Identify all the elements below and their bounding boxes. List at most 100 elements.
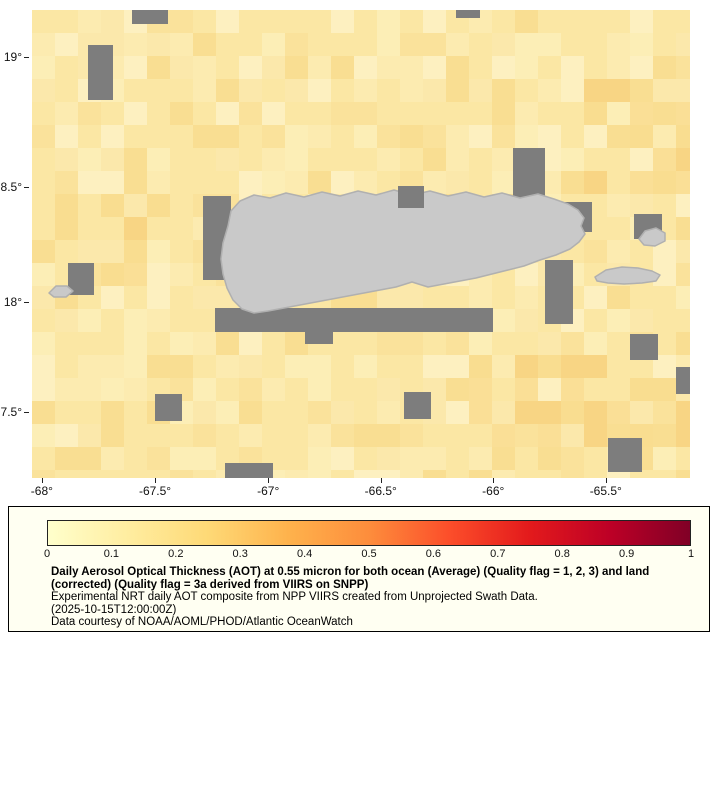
- ocean-cell: [32, 447, 55, 470]
- ocean-cell: [561, 79, 584, 102]
- ocean-cell: [262, 424, 285, 447]
- ocean-cell: [423, 56, 446, 79]
- ocean-cell: [78, 10, 101, 33]
- ocean-cell: [676, 33, 690, 56]
- ocean-cell: [377, 33, 400, 56]
- ocean-cell: [147, 79, 170, 102]
- ocean-cell: [101, 378, 124, 401]
- ocean-cell: [446, 79, 469, 102]
- ocean-cell: [147, 56, 170, 79]
- ocean-cell: [653, 102, 676, 125]
- ocean-cell: [469, 102, 492, 125]
- ocean-cell: [216, 33, 239, 56]
- ocean-cell: [78, 355, 101, 378]
- caption-timestamp: (2025-10-15T12:00:00Z): [51, 603, 177, 616]
- ocean-cell: [331, 171, 354, 194]
- ocean-cell: [423, 424, 446, 447]
- ocean-cell: [32, 470, 55, 478]
- ocean-cell: [354, 33, 377, 56]
- ocean-cell: [653, 401, 676, 424]
- ocean-cell: [193, 148, 216, 171]
- y-tick-mark: [24, 56, 29, 58]
- y-axis: 19° 18.5° 18° 17.5°: [0, 10, 31, 478]
- ocean-cell: [285, 424, 308, 447]
- ocean-cell: [377, 56, 400, 79]
- ocean-cell: [285, 79, 308, 102]
- ocean-cell: [354, 102, 377, 125]
- ocean-cell: [32, 401, 55, 424]
- ocean-cell: [377, 10, 400, 33]
- ocean-cell: [331, 447, 354, 470]
- ocean-cell: [308, 171, 331, 194]
- ocean-cell: [584, 10, 607, 33]
- ocean-cell: [492, 401, 515, 424]
- ocean-cell: [55, 240, 78, 263]
- ocean-cell: [55, 102, 78, 125]
- ocean-cell: [630, 79, 653, 102]
- ocean-cell: [193, 447, 216, 470]
- ocean-cell: [400, 286, 423, 309]
- ocean-cell: [515, 355, 538, 378]
- ocean-cell: [630, 401, 653, 424]
- missing-data-block: [225, 463, 273, 478]
- ocean-cell: [170, 79, 193, 102]
- ocean-cell: [423, 286, 446, 309]
- colorbar-tick-label: 1: [687, 548, 695, 560]
- missing-data-block: [398, 186, 424, 208]
- ocean-cell: [630, 171, 653, 194]
- ocean-cell: [239, 378, 262, 401]
- ocean-cell: [584, 56, 607, 79]
- y-tick-label: 18.5°: [0, 179, 22, 194]
- ocean-cell: [124, 424, 147, 447]
- ocean-cell: [285, 378, 308, 401]
- ocean-cell: [78, 240, 101, 263]
- ocean-cell: [446, 171, 469, 194]
- ocean-cell: [147, 470, 170, 478]
- ocean-cell: [423, 470, 446, 478]
- ocean-cell: [676, 424, 690, 447]
- ocean-cell: [78, 378, 101, 401]
- ocean-cell: [561, 10, 584, 33]
- ocean-cell: [308, 355, 331, 378]
- ocean-cell: [676, 79, 690, 102]
- ocean-cell: [78, 194, 101, 217]
- ocean-cell: [377, 79, 400, 102]
- ocean-cell: [147, 355, 170, 378]
- ocean-cell: [124, 148, 147, 171]
- ocean-cell: [676, 332, 690, 355]
- ocean-cell: [308, 56, 331, 79]
- ocean-cell: [653, 56, 676, 79]
- ocean-cell: [676, 125, 690, 148]
- ocean-cell: [101, 240, 124, 263]
- ocean-cell: [469, 332, 492, 355]
- ocean-cell: [308, 401, 331, 424]
- ocean-cell: [492, 470, 515, 478]
- ocean-cell: [55, 401, 78, 424]
- ocean-cell: [78, 125, 101, 148]
- ocean-cell: [170, 447, 193, 470]
- missing-data-block: [305, 318, 333, 344]
- ocean-cell: [469, 56, 492, 79]
- ocean-cell: [193, 79, 216, 102]
- ocean-cell: [446, 56, 469, 79]
- ocean-cell: [331, 125, 354, 148]
- ocean-cell: [331, 378, 354, 401]
- ocean-cell: [124, 56, 147, 79]
- caption-title: Daily Aerosol Optical Thickness (AOT) at…: [51, 566, 650, 591]
- ocean-cell: [423, 125, 446, 148]
- ocean-cell: [55, 332, 78, 355]
- ocean-cell: [377, 378, 400, 401]
- ocean-cell: [239, 10, 262, 33]
- ocean-cell: [55, 378, 78, 401]
- ocean-cell: [538, 447, 561, 470]
- ocean-cell: [561, 125, 584, 148]
- ocean-cell: [653, 240, 676, 263]
- ocean-cell: [101, 470, 124, 478]
- ocean-cell: [653, 33, 676, 56]
- ocean-cell: [216, 355, 239, 378]
- ocean-cell: [607, 10, 630, 33]
- ocean-cell: [78, 309, 101, 332]
- ocean-cell: [515, 10, 538, 33]
- ocean-cell: [538, 79, 561, 102]
